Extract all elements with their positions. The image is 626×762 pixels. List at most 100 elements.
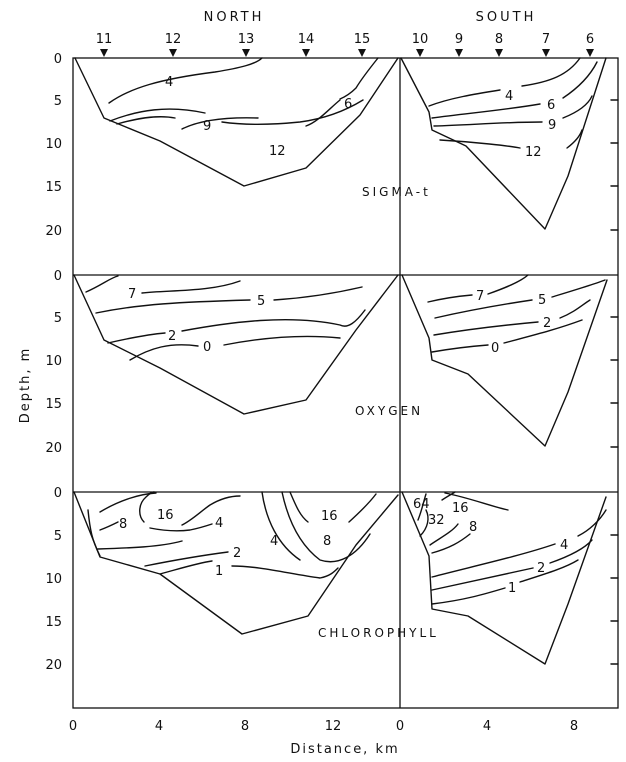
- contour-0: [129, 344, 199, 361]
- contour-9: [221, 99, 364, 126]
- x-tick-label: 8: [570, 719, 578, 734]
- contour-label: 4: [165, 75, 173, 90]
- contour-label: 0: [491, 341, 499, 356]
- contour-label: 2: [168, 329, 176, 344]
- x-tick-label: 0: [396, 719, 404, 734]
- contour-2: [181, 309, 366, 332]
- contour-2: [549, 539, 593, 564]
- contour-label: 1: [508, 581, 516, 596]
- station-marker: [542, 49, 550, 57]
- contour-4: [431, 543, 556, 578]
- contour-label: 6: [344, 97, 352, 112]
- contour-8: [99, 492, 157, 513]
- contour-label: 4: [270, 534, 278, 549]
- contour-9: [116, 115, 176, 125]
- contour-16: [139, 491, 155, 523]
- contour-label: 64: [413, 497, 430, 512]
- contour-label: 32: [428, 513, 445, 528]
- x-axis-ticks: 0 4 8 12 0 4 8: [69, 719, 578, 734]
- north-basin-outline: [73, 491, 399, 635]
- contour-2: [144, 551, 229, 567]
- y-tick-label: 0: [54, 52, 62, 67]
- y-tick-label: 10: [45, 572, 62, 587]
- contour-label: 16: [452, 501, 469, 516]
- contour-4: [428, 89, 501, 107]
- x-tick-label: 12: [325, 719, 342, 734]
- y-tick-label: 0: [54, 486, 62, 501]
- contour-label: 5: [257, 294, 265, 309]
- contour-4: [87, 509, 101, 557]
- contour-label: 12: [269, 144, 286, 159]
- x-axis-title: Distance, km: [290, 742, 399, 757]
- contour-1: [431, 587, 506, 605]
- contour-8: [444, 492, 509, 511]
- contour-4: [521, 57, 581, 87]
- contour-4: [108, 57, 263, 104]
- x-tick-label: 8: [241, 719, 249, 734]
- y-tick-label: 10: [45, 354, 62, 369]
- y-tick-label: 15: [45, 397, 62, 412]
- y-tick-label: 20: [45, 224, 62, 239]
- contour-0: [223, 335, 341, 346]
- contour-4: [261, 491, 301, 561]
- contour-2: [431, 567, 534, 591]
- station-label: 15: [354, 32, 371, 47]
- contour-label: 9: [548, 118, 556, 133]
- contour-2: [433, 321, 539, 336]
- contour-5: [95, 299, 251, 314]
- north-basin-outline: [74, 57, 399, 187]
- contour-label: 7: [476, 289, 484, 304]
- south-heading: SOUTH: [476, 10, 537, 25]
- contour-label: 9: [203, 119, 211, 134]
- station-marker: [358, 49, 366, 57]
- station-marker: [302, 49, 310, 57]
- x-tick-label: 0: [69, 719, 77, 734]
- oxygen-panel: 7 5 2 0 OXYGEN 7 5 2 0: [73, 274, 608, 447]
- south-basin-outline: [400, 57, 607, 230]
- y-tick-label: 20: [45, 658, 62, 673]
- y-tick-label: 15: [45, 615, 62, 630]
- x-tick-label: 4: [483, 719, 491, 734]
- contour-label: 8: [469, 520, 477, 535]
- contour-label: 16: [321, 509, 338, 524]
- y-axis-title: Depth, m: [18, 347, 33, 424]
- south-basin-outline: [401, 491, 607, 665]
- station-label: 12: [165, 32, 182, 47]
- station-label: 8: [495, 32, 503, 47]
- panel-name-sigma: SIGMA-t: [362, 185, 431, 199]
- contour-label: 8: [119, 517, 127, 532]
- station-label: 10: [412, 32, 429, 47]
- panel-name-chlorophyll: CHLOROPHYLL: [318, 626, 439, 640]
- contour-4: [149, 523, 213, 532]
- contour-8: [99, 521, 119, 531]
- contour-6: [562, 61, 598, 99]
- contour-label: 16: [157, 508, 174, 523]
- contour-label: 4: [215, 516, 223, 531]
- contour-2: [107, 332, 166, 344]
- station-label: 14: [298, 32, 315, 47]
- contour-label: 2: [543, 316, 551, 331]
- chlorophyll-panel: 16 8 4 2 1 4 16 8 CHLOROPHYLL 64 32 16 8…: [73, 491, 607, 665]
- contour-32: [419, 509, 429, 537]
- panel-name-oxygen: OXYGEN: [355, 404, 423, 418]
- contour-16: [348, 493, 377, 523]
- station-marker: [586, 49, 594, 57]
- y-tick-label: 5: [54, 529, 62, 544]
- station-marker: [416, 49, 424, 57]
- station-label: 11: [96, 32, 113, 47]
- station-marker: [455, 49, 463, 57]
- contour-7: [85, 275, 119, 293]
- station-label: 6: [586, 32, 594, 47]
- contour-16: [441, 491, 456, 501]
- y-tick-label: 15: [45, 180, 62, 195]
- y-axis-ticks: 0 5 10 15 20 0 5 10 15 20 0 5 10 15 20: [45, 52, 62, 673]
- contour-label: 6: [547, 98, 555, 113]
- north-heading: NORTH: [204, 10, 265, 25]
- sigma-t-panel: 4 9 12 6 SIGMA-t 4 6 9 12: [74, 57, 607, 230]
- x-tick-label: 4: [155, 719, 163, 734]
- contour-7: [141, 280, 241, 294]
- contour-12: [566, 129, 583, 149]
- contour-label: 4: [505, 89, 513, 104]
- contour-5: [551, 279, 606, 298]
- contour-12: [181, 117, 259, 130]
